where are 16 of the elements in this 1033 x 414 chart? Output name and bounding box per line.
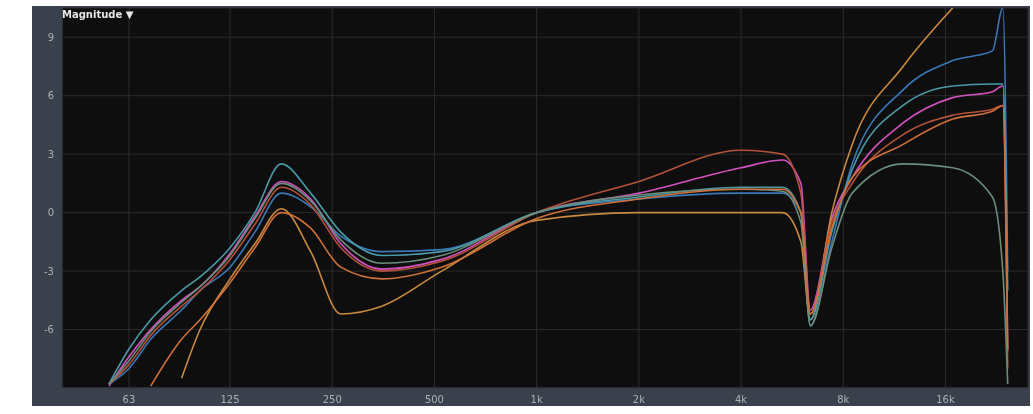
y-tick-label: -3: [44, 265, 54, 277]
y-tick-label: 6: [47, 90, 54, 102]
y-tick-label: 3: [47, 148, 54, 160]
x-tick-label: 16k: [936, 394, 955, 406]
x-tick-label: 2k: [632, 394, 646, 406]
y-tick-label: 0: [47, 207, 54, 219]
chart-title: Magnitude ▼: [62, 9, 134, 20]
x-tick-label: 1k: [530, 394, 543, 406]
x-tick-label: 250: [322, 394, 342, 406]
y-tick-label: -6: [44, 324, 54, 336]
y-tick-label: 9: [47, 31, 54, 43]
x-tick-label: 63: [122, 394, 136, 406]
x-tick-label: 4k: [734, 394, 748, 406]
x-tick-label: 8k: [837, 394, 850, 406]
x-tick-label: 125: [220, 394, 240, 406]
x-tick-label: 500: [424, 394, 444, 406]
